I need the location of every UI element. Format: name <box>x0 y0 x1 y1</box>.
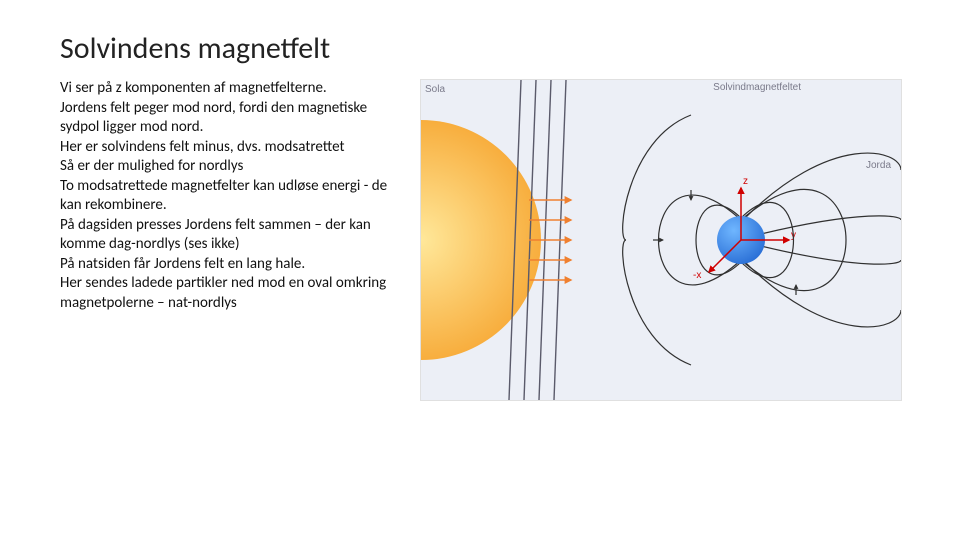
body-paragraph: Vi ser på z komponenten af magnetfeltern… <box>60 79 400 313</box>
magnetosphere-diagram: Sola Solvindmagnetfeltet Jorda z y -x <box>420 79 902 401</box>
slide-title: Solvindens magnetfelt <box>60 30 900 67</box>
diagram-svg <box>421 80 901 400</box>
sun-icon <box>421 120 541 360</box>
